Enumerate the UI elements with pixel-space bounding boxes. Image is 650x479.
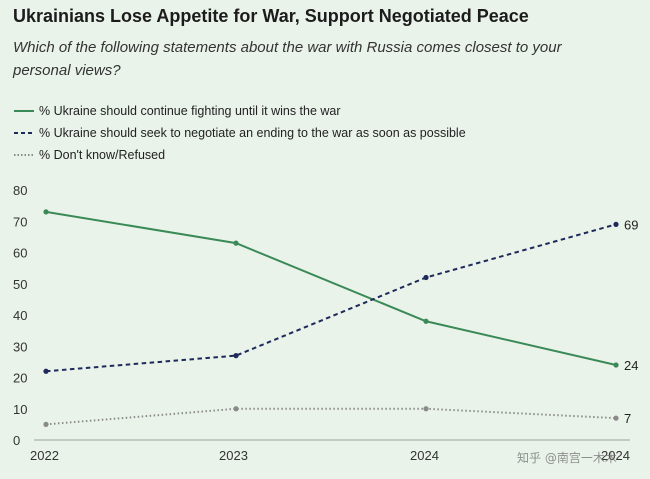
end-value-label-0: 24 [624,358,638,373]
legend-label-continue-fighting: % Ukraine should continue fighting until… [39,104,341,118]
data-point-0-2 [423,318,429,324]
legend-item-dont-know: % Don't know/Refused [13,144,466,166]
end-value-label-1: 69 [624,217,638,232]
data-point-0-1 [233,240,239,246]
chart-subtitle: Which of the following statements about … [13,39,562,79]
legend-label-negotiate: % Ukraine should seek to negotiate an en… [39,126,466,140]
x-tick-label: 2024 [601,448,630,463]
y-tick-label: 0 [13,433,20,448]
data-point-0-0 [43,209,49,215]
y-tick-label: 50 [13,277,27,292]
series-lines: 24 69 7 [43,209,638,427]
y-tick-label: 60 [13,246,27,261]
data-point-0-3 [613,362,619,368]
data-point-1-0 [43,368,49,374]
x-tick-label: 2023 [219,448,248,463]
data-point-2-1 [233,406,239,412]
legend-item-negotiate: % Ukraine should seek to negotiate an en… [13,122,466,144]
data-point-2-0 [43,421,49,427]
series-line-2 [45,407,617,426]
series-line-0 [45,210,617,366]
data-point-2-3 [613,415,619,421]
y-tick-label: 40 [13,308,27,323]
y-tick-label: 10 [13,402,27,417]
x-tick-label: 2024 [410,448,439,463]
x-tick-label: 2022 [30,448,59,463]
chart-title: Ukrainians Lose Appetite for War, Suppor… [13,6,529,26]
data-point-1-1 [233,353,239,359]
y-tick-label: 80 [13,183,27,198]
y-tick-label: 30 [13,339,27,354]
legend-dashed-line-icon [14,132,34,134]
axes: 0 10 20 30 40 50 60 70 80 2022 2023 2024 2024 [13,183,630,463]
y-tick-label: 20 [13,371,27,386]
series-line-1 [45,223,617,373]
legend-item-continue-fighting: % Ukraine should continue fighting until… [13,100,466,122]
data-point-1-2 [423,274,429,281]
data-point-1-3 [613,221,619,227]
legend-solid-line-icon [14,110,34,112]
legend: % Ukraine should continue fighting until… [13,100,466,166]
data-point-2-2 [423,406,429,412]
legend-label-dont-know: % Don't know/Refused [39,148,166,162]
end-value-label-2: 7 [624,411,631,426]
y-tick-label: 70 [13,214,27,229]
watermark: 知乎 @南宫一木木 [517,450,617,465]
